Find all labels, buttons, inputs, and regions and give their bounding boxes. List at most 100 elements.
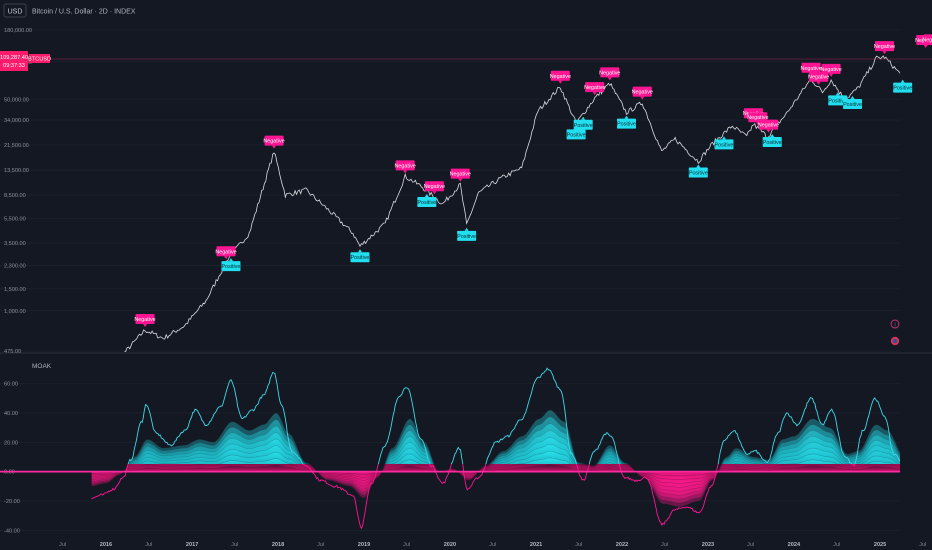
price-axis-label: 475.00	[4, 349, 21, 355]
time-axis-label: Jul	[833, 542, 840, 548]
negative-signal-label: Negative	[395, 160, 416, 174]
time-axis-label: 2024	[788, 542, 801, 548]
price-grid	[0, 29, 900, 352]
time-axis[interactable]: Jul 2016 Jul 2017 Jul 2018 Jul 2019 Jul 2020 Jul 20…	[59, 542, 926, 548]
price-axis-label: 21,500.00	[4, 143, 29, 149]
price-axis-label: 13,500.00	[4, 168, 29, 174]
positive-signal-text: Positive	[222, 264, 241, 270]
negative-signal-label: Negative	[758, 119, 779, 133]
time-axis-label: Jul	[489, 542, 496, 548]
positive-signal-box	[221, 261, 241, 272]
positive-signal-pointer	[357, 249, 362, 253]
positive-signal-pointer	[696, 164, 701, 168]
time-axis-label: 2021	[530, 542, 542, 548]
negative-signal-pointer	[882, 51, 887, 55]
time-axis-label: Jul	[661, 542, 668, 548]
positive-signal-box	[457, 230, 477, 241]
positive-signal-box	[566, 129, 586, 140]
negative-signal-box	[632, 86, 652, 97]
negative-signal-label: Negative	[134, 314, 156, 328]
negative-signal-pointer	[923, 45, 928, 49]
positive-signal-label: Positive	[893, 79, 913, 93]
positive-signal-label: Positive	[457, 227, 477, 241]
positive-signal-text: Positive	[567, 132, 586, 138]
price-axis: 180,000.00100,000.0050,000.0034,000.0021…	[4, 28, 32, 355]
negative-signal-text: Negative	[134, 317, 155, 323]
oscillator-axis-label: -40.00	[4, 528, 20, 534]
positive-signal-pointer	[835, 92, 840, 96]
positive-signal-text: Positive	[893, 86, 912, 92]
positive-signal-pointer	[850, 95, 855, 99]
time-axis-label: Jul	[145, 542, 152, 548]
negative-signal-text: Negative	[632, 90, 653, 96]
price-axis-label: 3,500.00	[4, 241, 26, 247]
negative-signal-text: Negative	[922, 37, 932, 43]
positive-signal-pointer	[424, 193, 429, 197]
negative-signal-text: Negative	[584, 85, 605, 91]
oscillator-band-negative	[91, 464, 900, 480]
negative-signal-box	[264, 135, 284, 146]
price-pane[interactable]: 180,000.00100,000.0050,000.0034,000.0021…	[0, 28, 932, 359]
negative-signal-text: Negative	[874, 44, 895, 50]
positive-signal-label: Positive	[417, 193, 437, 207]
time-axis-label: Jul	[575, 542, 582, 548]
negative-signal-pointer	[607, 77, 612, 81]
price-axis-label: 180,000.00	[4, 28, 32, 34]
positive-signal-box	[843, 98, 863, 109]
negative-signal-pointer	[829, 73, 834, 77]
negative-signal-text: Negative	[450, 172, 471, 178]
oscillator-axis-label: -20.00	[4, 499, 20, 505]
oscillator-pane[interactable]: MOAK 60.00 40.00 20.00 0.00 -20.00 -40.00	[0, 363, 932, 534]
positive-signal-text: Positive	[828, 98, 847, 104]
time-axis-label: Jul	[403, 542, 410, 548]
negative-signal-text: Negative	[424, 184, 445, 190]
time-axis-label: Jul	[317, 542, 324, 548]
positive-signal-pointer	[581, 116, 586, 120]
price-axis-label: 1,000.00	[4, 309, 26, 315]
negative-signal-box	[585, 82, 605, 93]
negative-signal-text: Negative	[747, 115, 768, 121]
positive-signal-box	[688, 167, 708, 178]
negative-signal-label: Negative	[820, 63, 842, 77]
positive-signal-pointer	[464, 227, 469, 231]
currency-flag-icon-inner	[893, 339, 897, 343]
positive-signal-label: Positive	[762, 133, 782, 147]
positive-signal-label: Positive	[221, 258, 241, 272]
currency-box[interactable]	[3, 3, 27, 18]
positive-signal-box	[893, 82, 913, 93]
chart-title: Bitcoin / U.S. Dollar · 2D · INDEX	[32, 9, 136, 16]
oscillator-axis-label: 20.00	[4, 440, 18, 446]
alert-clock-icon[interactable]	[890, 319, 900, 329]
negative-signal-pointer	[766, 129, 771, 133]
positive-signal-text: Positive	[689, 171, 708, 177]
signal-annotations: NegativeNegativeNegativeNegativeNegative…	[134, 34, 932, 328]
positive-signal-text: Positive	[617, 122, 636, 128]
oscillator-band-positive	[218, 457, 894, 464]
oscillator-bands	[91, 409, 900, 507]
negative-signal-box	[758, 119, 778, 130]
time-axis-label: 2018	[272, 542, 284, 548]
negative-signal-label: Negative	[424, 181, 445, 195]
positive-signal-pointer	[624, 115, 629, 119]
positive-signal-label: Positive	[573, 116, 593, 130]
oscillator-axis-label: 40.00	[4, 411, 18, 417]
negative-signal-box	[395, 160, 415, 171]
negative-signal-box	[600, 67, 620, 78]
oscillator-band-negative	[91, 464, 900, 476]
negative-signal-text: Negative	[550, 74, 571, 80]
negative-signal-box	[809, 71, 829, 82]
negative-signal-label: Negative	[599, 67, 620, 81]
price-axis-label: 1,500.00	[4, 287, 26, 293]
positive-signal-box	[417, 196, 437, 207]
alert-clock-glyph: i	[894, 322, 895, 328]
negative-signal-pointer	[432, 191, 437, 195]
negative-signal-pointer	[640, 96, 645, 100]
ticker-tag: BTCUSD	[28, 54, 51, 63]
positive-signal-text: Positive	[457, 234, 476, 240]
negative-signal-box	[216, 246, 236, 257]
currency-box-label: USD	[8, 9, 23, 16]
negative-signal-label: Negative	[808, 71, 829, 85]
negative-signal-pointer	[143, 324, 148, 328]
positive-signal-text: Positive	[763, 140, 782, 146]
